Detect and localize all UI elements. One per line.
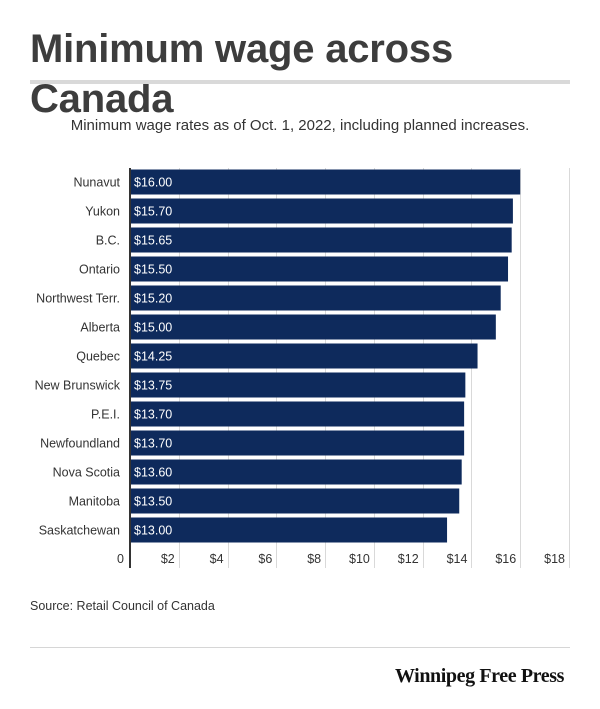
- x-tick-label: $4: [210, 552, 224, 566]
- bar-value-label: $16.00: [134, 176, 172, 190]
- bar: [130, 343, 478, 369]
- footer-divider: [30, 647, 570, 648]
- x-tick-label: $12: [398, 552, 419, 566]
- bar: [130, 256, 509, 282]
- x-tick-label: $8: [307, 552, 321, 566]
- category-label: Yukon: [85, 205, 120, 219]
- category-label: Quebec: [76, 350, 120, 364]
- bar: [130, 459, 462, 485]
- chart-subtitle: Minimum wage rates as of Oct. 1, 2022, i…: [70, 117, 530, 134]
- bar-value-label: $15.70: [134, 205, 172, 219]
- bar: [130, 401, 465, 427]
- bar: [130, 314, 496, 340]
- category-label: Nova Scotia: [53, 466, 120, 480]
- bar: [130, 517, 448, 543]
- bar: [130, 372, 466, 398]
- bar-value-label: $13.75: [134, 379, 172, 393]
- category-label: Ontario: [79, 263, 120, 277]
- x-tick-label: $16: [495, 552, 516, 566]
- source-note: Source: Retail Council of Canada: [30, 599, 215, 613]
- bar-value-label: $15.20: [134, 292, 172, 306]
- bar: [130, 227, 512, 253]
- category-label: Saskatchewan: [39, 524, 120, 538]
- x-tick-label: $14: [447, 552, 468, 566]
- chart-title: Minimum wage across Canada: [30, 27, 453, 121]
- category-label: Nunavut: [73, 176, 120, 190]
- x-tick-label: 0: [117, 552, 124, 566]
- bar-value-label: $13.50: [134, 495, 172, 509]
- bar-value-label: $15.50: [134, 263, 172, 277]
- brand-logo: Winnipeg Free Press: [394, 665, 564, 687]
- bar: [130, 488, 460, 514]
- bar-value-label: $15.65: [134, 234, 172, 248]
- category-label: Northwest Terr.: [36, 292, 120, 306]
- bar: [130, 430, 465, 456]
- category-label: B.C.: [96, 234, 120, 248]
- x-tick-label: $6: [258, 552, 272, 566]
- x-tick-label: $18: [544, 552, 565, 566]
- x-tick-label: $10: [349, 552, 370, 566]
- bar-value-label: $15.00: [134, 321, 172, 335]
- category-label: Newfoundland: [40, 437, 120, 451]
- bar-value-label: $13.70: [134, 408, 172, 422]
- bar: [130, 198, 513, 224]
- bar-chart: Nunavut $16.00 Yukon $15.70 B.C. $15.65 Ontari…: [35, 168, 570, 568]
- bar-value-label: $13.00: [134, 524, 172, 538]
- bar: [130, 169, 521, 195]
- category-label: Manitoba: [69, 495, 120, 509]
- category-label: Alberta: [80, 321, 120, 335]
- category-label: P.E.I.: [91, 408, 120, 422]
- title-divider: [30, 80, 570, 84]
- x-tick-label: $2: [161, 552, 175, 566]
- category-label: New Brunswick: [35, 379, 121, 393]
- bar-value-label: $14.25: [134, 350, 172, 364]
- bar-value-label: $13.70: [134, 437, 172, 451]
- bar-value-label: $13.60: [134, 466, 172, 480]
- bar: [130, 285, 501, 311]
